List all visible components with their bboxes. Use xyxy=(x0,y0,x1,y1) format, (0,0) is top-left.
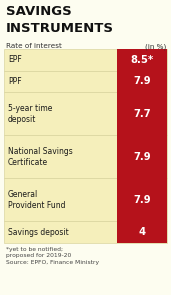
Bar xyxy=(4,178,167,222)
Text: INSTRUMENTS: INSTRUMENTS xyxy=(6,22,114,35)
Bar xyxy=(117,178,167,222)
Bar xyxy=(4,222,167,243)
Text: Savings deposit: Savings deposit xyxy=(8,228,69,237)
Text: 7.9: 7.9 xyxy=(133,195,151,205)
Text: (in %): (in %) xyxy=(145,43,166,50)
Text: 5-year time
deposit: 5-year time deposit xyxy=(8,104,52,124)
Text: PPF: PPF xyxy=(8,77,22,86)
Text: General
Provident Fund: General Provident Fund xyxy=(8,190,65,210)
Bar xyxy=(117,135,167,178)
Text: 7.9: 7.9 xyxy=(133,152,151,162)
Text: 8.5*: 8.5* xyxy=(130,55,153,65)
Text: EPF: EPF xyxy=(8,55,22,64)
Bar xyxy=(4,135,167,178)
Text: 4: 4 xyxy=(138,227,145,237)
Text: National Savings
Certificate: National Savings Certificate xyxy=(8,147,73,167)
Bar xyxy=(4,71,167,92)
Bar xyxy=(117,222,167,243)
Text: Rate of interest: Rate of interest xyxy=(6,43,62,49)
Text: SAVINGS: SAVINGS xyxy=(6,5,72,18)
Text: 7.9: 7.9 xyxy=(133,76,151,86)
Text: *yet to be notified;
proposed for 2019-20
Source: EPFO, Finance Ministry: *yet to be notified; proposed for 2019-2… xyxy=(6,247,99,265)
Bar xyxy=(4,49,167,71)
Bar xyxy=(117,92,167,135)
Text: 7.7: 7.7 xyxy=(133,109,151,119)
Bar xyxy=(4,92,167,135)
Bar xyxy=(117,71,167,92)
Bar xyxy=(117,49,167,71)
